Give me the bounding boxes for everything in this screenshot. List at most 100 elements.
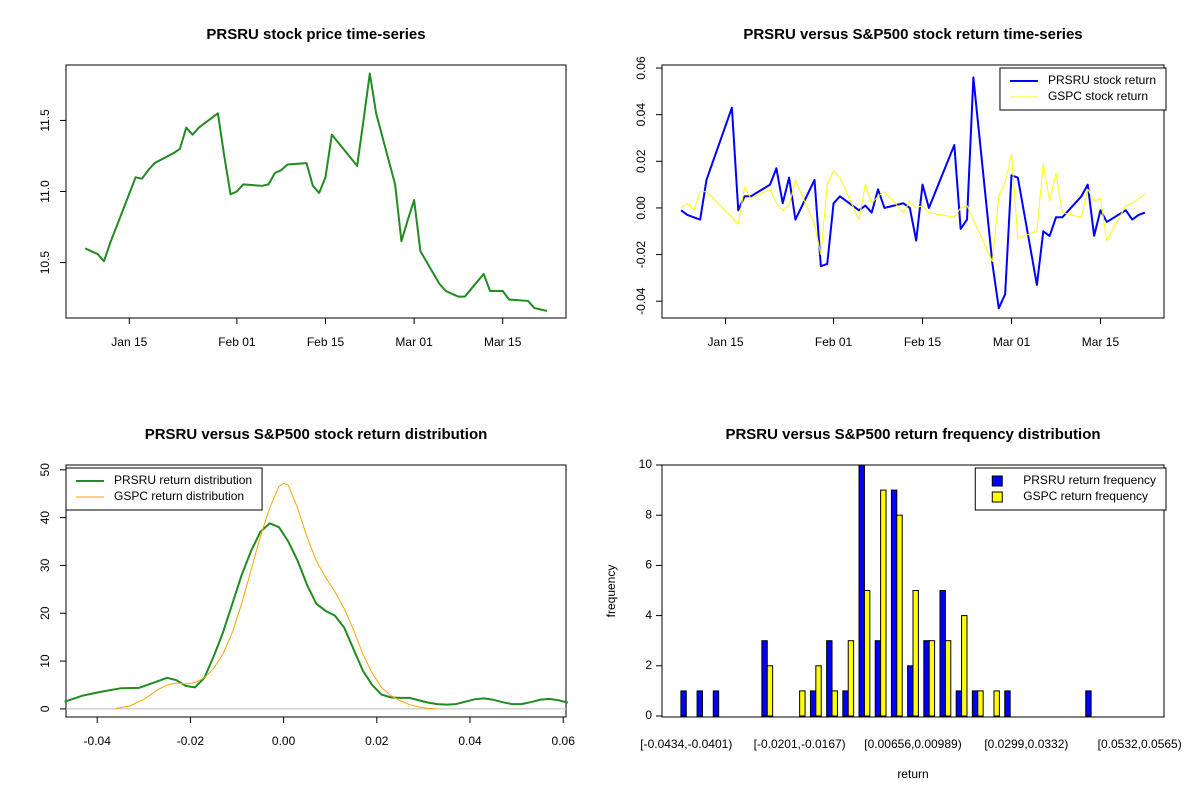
y-tick-label: 0 <box>645 708 652 722</box>
y-tick-label: 50 <box>38 463 52 477</box>
chart-title: PRSRU versus S&P500 stock return time-se… <box>743 26 1082 43</box>
bar <box>896 514 903 717</box>
bar <box>874 640 882 717</box>
bar <box>696 690 703 717</box>
y-tick-label: -0.04 <box>634 287 648 315</box>
y-tick-label: 4 <box>645 608 652 622</box>
x-tick-label: [0.0299,0.0332) <box>984 737 1068 751</box>
x-tick-label: Jan 15 <box>708 335 744 349</box>
y-tick-label: 0.04 <box>634 103 648 127</box>
bar <box>880 489 887 717</box>
y-tick-label: 6 <box>645 558 652 572</box>
y-tick-label: -0.02 <box>634 241 648 269</box>
plot-frame <box>661 64 1165 319</box>
series-line <box>84 72 548 312</box>
bar <box>766 665 774 717</box>
bar <box>961 615 968 717</box>
legend-box <box>65 467 263 511</box>
x-tick-label: 0.02 <box>365 734 389 748</box>
bar <box>826 640 833 717</box>
y-tick-label: 0.02 <box>634 149 648 173</box>
y-tick-label: 10.5 <box>38 251 52 275</box>
bar <box>809 690 817 717</box>
x-tick-label: Jan 15 <box>111 335 147 349</box>
legend-swatch <box>991 491 1003 503</box>
legend-box <box>974 467 1167 511</box>
x-tick-label: [-0.0201,-0.0167) <box>754 737 846 751</box>
bar <box>923 640 930 717</box>
chart-title: PRSRU versus S&P500 return frequency dis… <box>725 426 1100 443</box>
x-tick-label: Feb 01 <box>815 335 853 349</box>
x-tick-label: Mar 01 <box>395 335 433 349</box>
chart-title: PRSRU versus S&P500 stock return distrib… <box>145 426 488 443</box>
x-tick-label: [-0.0434,-0.0401) <box>640 737 732 751</box>
bar <box>847 640 855 717</box>
x-tick-label: -0.02 <box>177 734 205 748</box>
bar <box>815 665 822 717</box>
legend-label: PRSRU stock return <box>1048 73 1156 87</box>
y-tick-label: 0.06 <box>634 56 648 80</box>
x-tick-label: 0.06 <box>552 734 576 748</box>
bar <box>928 640 936 717</box>
legend-label: GSPC return frequency <box>1023 489 1148 503</box>
y-tick-label: 20 <box>38 606 52 620</box>
x-tick-label: [0.0532,0.0565) <box>1098 737 1182 751</box>
legend-label: GSPC return distribution <box>114 489 244 503</box>
y-axis-label: frequency <box>604 565 618 618</box>
series-line <box>64 522 569 706</box>
bar <box>907 665 914 717</box>
x-tick-label: -0.04 <box>84 734 112 748</box>
x-axis-label: return <box>897 767 928 781</box>
y-tick-label: 10 <box>639 457 653 471</box>
bar <box>863 589 871 717</box>
legend-swatch <box>991 475 1003 487</box>
legend-label: PRSRU return distribution <box>114 473 252 487</box>
bar <box>993 690 1000 717</box>
x-tick-label: Mar 15 <box>1082 335 1120 349</box>
series-line <box>115 482 438 710</box>
x-tick-label: 0.04 <box>458 734 482 748</box>
y-tick-label: 11.5 <box>38 109 52 132</box>
plot-frame <box>661 464 1165 718</box>
bar <box>1004 690 1011 717</box>
x-tick-label: Mar 01 <box>993 335 1031 349</box>
bar <box>955 690 963 717</box>
bar <box>858 464 865 717</box>
bar <box>890 489 898 717</box>
bar <box>977 690 984 717</box>
y-tick-label: 0.00 <box>634 196 648 220</box>
y-tick-label: 11.0 <box>38 180 52 203</box>
x-tick-label: Feb 01 <box>218 335 256 349</box>
bar <box>761 640 768 717</box>
plot-frame <box>65 64 567 319</box>
series-line <box>680 76 1146 310</box>
y-tick-label: 10 <box>38 654 52 668</box>
x-tick-label: Feb 15 <box>904 335 942 349</box>
bar <box>971 690 979 717</box>
bar <box>712 690 720 717</box>
chart-title: PRSRU stock price time-series <box>206 26 425 43</box>
y-tick-label: 30 <box>38 558 52 572</box>
bar <box>831 690 838 717</box>
bar <box>944 640 952 717</box>
y-tick-label: 8 <box>645 507 652 521</box>
legend-label: PRSRU return frequency <box>1023 473 1156 487</box>
bar <box>912 589 919 717</box>
bar <box>1085 690 1092 717</box>
x-tick-label: [0.00656,0.00989) <box>864 737 961 751</box>
x-tick-label: 0.00 <box>272 734 296 748</box>
bar <box>680 690 687 717</box>
legend-box <box>999 67 1167 111</box>
bar <box>842 690 849 717</box>
plot-frame <box>65 464 567 718</box>
bar <box>799 690 806 717</box>
x-tick-label: Mar 15 <box>484 335 522 349</box>
y-tick-label: 0 <box>38 705 52 712</box>
x-tick-label: Feb 15 <box>307 335 345 349</box>
bar <box>939 589 946 717</box>
y-tick-label: 2 <box>645 658 652 672</box>
series-line <box>680 153 1146 263</box>
y-tick-label: 40 <box>38 511 52 525</box>
legend-label: GSPC stock return <box>1048 89 1148 103</box>
